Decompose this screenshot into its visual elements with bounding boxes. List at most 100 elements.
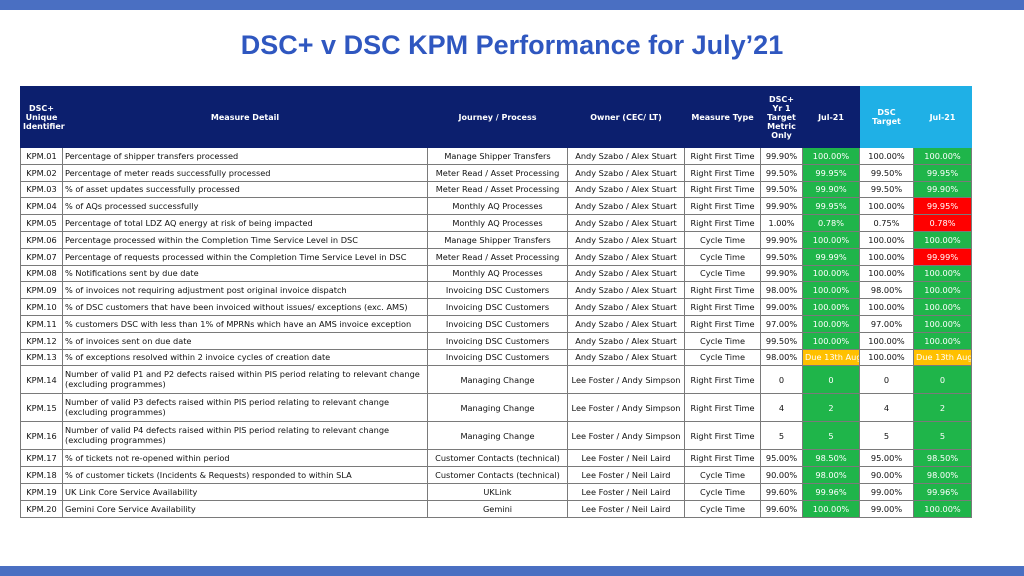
cell-id: KPM.15 [20, 393, 63, 423]
cell-id: KPM.03 [20, 180, 63, 199]
table-row: KPM.08% Notifications sent by due date Mo… [20, 264, 972, 283]
cell-id: KPM.12 [20, 331, 63, 350]
cell-jul-plus: 2 [802, 393, 860, 423]
cell-measure-type: Cycle Time [684, 230, 761, 249]
cell-jul-plus: 99.96% [802, 482, 860, 501]
cell-measure-type: Right First Time [684, 314, 761, 333]
bottom-accent-bar [0, 566, 1024, 576]
cell-id: KPM.05 [20, 214, 63, 232]
cell-target-dsc: 100.00% [859, 348, 914, 367]
cell-measure-type: Cycle Time [684, 264, 761, 283]
cell-owner: Andy Szabo / Alex Stuart [567, 163, 685, 182]
cell-measure: % of exceptions resolved within 2 invoic… [62, 348, 428, 367]
cell-measure-type: Right First Time [684, 281, 761, 300]
cell-jul-dsc: 100.00% [913, 147, 972, 165]
cell-target-plus: 99.90% [760, 264, 803, 283]
cell-target-dsc: 100.00% [859, 197, 914, 216]
cell-jul-dsc: 99.96% [913, 482, 972, 501]
cell-id: KPM.13 [20, 348, 63, 367]
cell-owner: Andy Szabo / Alex Stuart [567, 348, 685, 367]
table-row: KPM.12% of invoices sent on due date Invo… [20, 331, 972, 350]
cell-owner: Andy Szabo / Alex Stuart [567, 298, 685, 316]
cell-target-dsc: 95.00% [859, 449, 914, 468]
table-row: KPM.18% of customer tickets (Incidents &… [20, 466, 972, 484]
header-target-dsc: DSC Target [859, 86, 914, 148]
cell-jul-dsc: 99.95% [913, 197, 972, 216]
cell-measure: Percentage of meter reads successfully p… [62, 163, 428, 182]
cell-measure-type: Right First Time [684, 180, 761, 199]
table-row: KPM.09% of invoices not requiring adjust… [20, 281, 972, 300]
cell-journey: Manage Shipper Transfers [427, 147, 568, 165]
cell-jul-plus: 100.00% [802, 281, 860, 300]
cell-journey: Invoicing DSC Customers [427, 298, 568, 316]
cell-target-plus: 1.00% [760, 214, 803, 232]
cell-target-plus: 95.00% [760, 449, 803, 468]
header-jul-dsc: Jul-21 [913, 86, 972, 148]
table-row: KPM.01 Percentage of shipper transfers pr… [20, 147, 972, 165]
cell-journey: Customer Contacts (technical) [427, 449, 568, 468]
cell-target-plus: 99.90% [760, 147, 803, 165]
header-id: DSC+ Unique Identifier [20, 86, 65, 148]
header-owner: Owner (CEC/ LT) [567, 86, 685, 148]
cell-jul-dsc: 100.00% [913, 314, 972, 333]
table-row: KPM.10% of DSC customers that have been … [20, 298, 972, 316]
table-header-row: DSC+ Unique Identifier Measure Detail Jo… [20, 86, 972, 148]
cell-owner: Andy Szabo / Alex Stuart [567, 214, 685, 232]
cell-jul-plus: 98.00% [802, 466, 860, 484]
cell-owner: Andy Szabo / Alex Stuart [567, 230, 685, 249]
cell-measure-type: Cycle Time [684, 348, 761, 367]
cell-journey: Monthly AQ Processes [427, 264, 568, 283]
table-row: KPM.05 Percentage of total LDZ AQ energy … [20, 214, 972, 232]
cell-owner: Lee Foster / Andy Simpson [567, 421, 685, 451]
cell-owner: Andy Szabo / Alex Stuart [567, 147, 685, 165]
cell-jul-dsc: 5 [913, 421, 972, 451]
cell-target-dsc: 99.00% [859, 482, 914, 501]
table-row: KPM.02 Percentage of meter reads successf… [20, 163, 972, 182]
cell-measure-type: Cycle Time [684, 499, 761, 518]
cell-measure-type: Right First Time [684, 449, 761, 468]
cell-id: KPM.01 [20, 147, 63, 165]
cell-owner: Lee Foster / Neil Laird [567, 482, 685, 501]
cell-target-dsc: 5 [859, 421, 914, 451]
cell-jul-plus: 98.50% [802, 449, 860, 468]
cell-target-plus: 97.00% [760, 314, 803, 333]
cell-target-dsc: 0 [859, 365, 914, 395]
cell-target-dsc: 99.00% [859, 499, 914, 518]
table-row: KPM.03% of asset updates successfully pr… [20, 180, 972, 199]
table-row: KPM.04% of AQs processed successfully Mon… [20, 197, 972, 216]
cell-owner: Andy Szabo / Alex Stuart [567, 281, 685, 300]
cell-target-plus: 99.90% [760, 197, 803, 216]
cell-measure-type: Cycle Time [684, 331, 761, 350]
cell-id: KPM.07 [20, 247, 63, 266]
cell-measure: % of tickets not re-opened within period [62, 449, 428, 468]
cell-journey: Meter Read / Asset Processing [427, 247, 568, 266]
cell-measure-type: Right First Time [684, 163, 761, 182]
cell-jul-plus: 0 [802, 365, 860, 395]
cell-owner: Lee Foster / Andy Simpson [567, 365, 685, 395]
cell-jul-dsc: 100.00% [913, 499, 972, 518]
cell-jul-dsc: 100.00% [913, 230, 972, 249]
table-row: KPM.06 Percentage processed within the Co… [20, 230, 972, 249]
cell-owner: Andy Szabo / Alex Stuart [567, 180, 685, 199]
cell-id: KPM.06 [20, 230, 63, 249]
cell-target-plus: 99.60% [760, 499, 803, 518]
cell-id: KPM.19 [20, 482, 63, 501]
cell-measure: Number of valid P3 defects raised within… [62, 393, 428, 423]
cell-jul-dsc: 100.00% [913, 331, 972, 350]
cell-owner: Lee Foster / Neil Laird [567, 449, 685, 468]
cell-target-dsc: 98.00% [859, 281, 914, 300]
header-journey: Journey / Process [427, 86, 568, 148]
cell-target-plus: 99.50% [760, 163, 803, 182]
cell-id: KPM.02 [20, 163, 63, 182]
cell-measure-type: Right First Time [684, 147, 761, 165]
cell-target-dsc: 100.00% [859, 247, 914, 266]
cell-journey: Meter Read / Asset Processing [427, 163, 568, 182]
page-title: DSC+ v DSC KPM Performance for July’21 [240, 30, 784, 60]
cell-jul-dsc: 0 [913, 365, 972, 395]
cell-measure-type: Cycle Time [684, 482, 761, 501]
cell-owner: Andy Szabo / Alex Stuart [567, 314, 685, 333]
cell-jul-dsc: 98.00% [913, 466, 972, 484]
cell-jul-plus: 5 [802, 421, 860, 451]
cell-target-dsc: 100.00% [859, 298, 914, 316]
cell-journey: Managing Change [427, 393, 568, 423]
